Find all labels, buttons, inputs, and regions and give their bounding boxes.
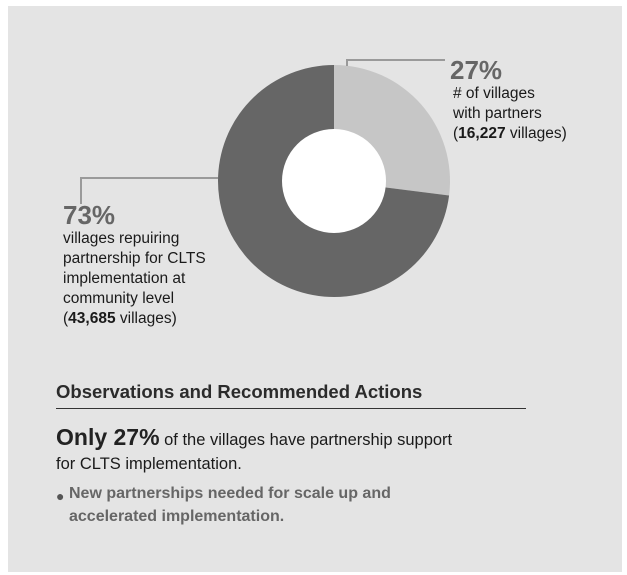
observation-text-line1: Only 27% of the villages have partnershi… xyxy=(56,424,453,450)
label-count-line: (16,227 villages) xyxy=(453,125,567,142)
bullet-icon: ● xyxy=(56,488,65,504)
label-line: community level xyxy=(63,290,175,307)
observation-highlight: Only 27% xyxy=(56,424,160,450)
heading-divider xyxy=(56,408,526,409)
slice-label-requiring: villages repuiring partnership for CLTS … xyxy=(63,229,206,329)
label-line: partnership for CLTS xyxy=(63,250,206,267)
slice-label-pct-requiring: 73% xyxy=(63,200,116,230)
slice-label-partners: # of villages with partners (16,227 vill… xyxy=(453,84,567,144)
label-line: # of villages xyxy=(453,85,535,102)
leader-line-left xyxy=(80,177,218,204)
leader-line-right xyxy=(346,59,445,66)
donut-hole xyxy=(282,129,386,233)
label-line: implementation at xyxy=(63,270,186,287)
label-line: with partners xyxy=(453,105,542,122)
label-count-line: (43,685 villages) xyxy=(63,310,177,327)
recommendation-item: New partnerships needed for scale up and… xyxy=(69,485,391,525)
label-line: villages repuiring xyxy=(63,230,180,247)
observation-text-line2: for CLTS implementation. xyxy=(56,455,242,473)
slice-label-pct-partners: 27% xyxy=(450,55,503,85)
observations-heading: Observations and Recommended Actions xyxy=(56,381,423,402)
